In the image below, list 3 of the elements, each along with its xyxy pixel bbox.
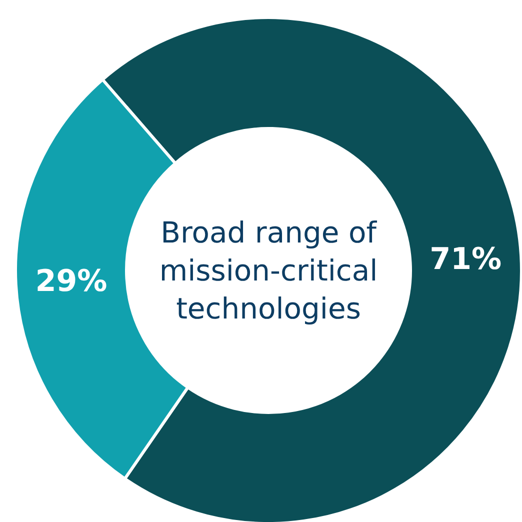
text: Broad range of mission-critical technologies bbox=[159, 216, 378, 326]
data-label: 29% bbox=[35, 264, 108, 300]
data-label: 71% bbox=[430, 242, 502, 277]
